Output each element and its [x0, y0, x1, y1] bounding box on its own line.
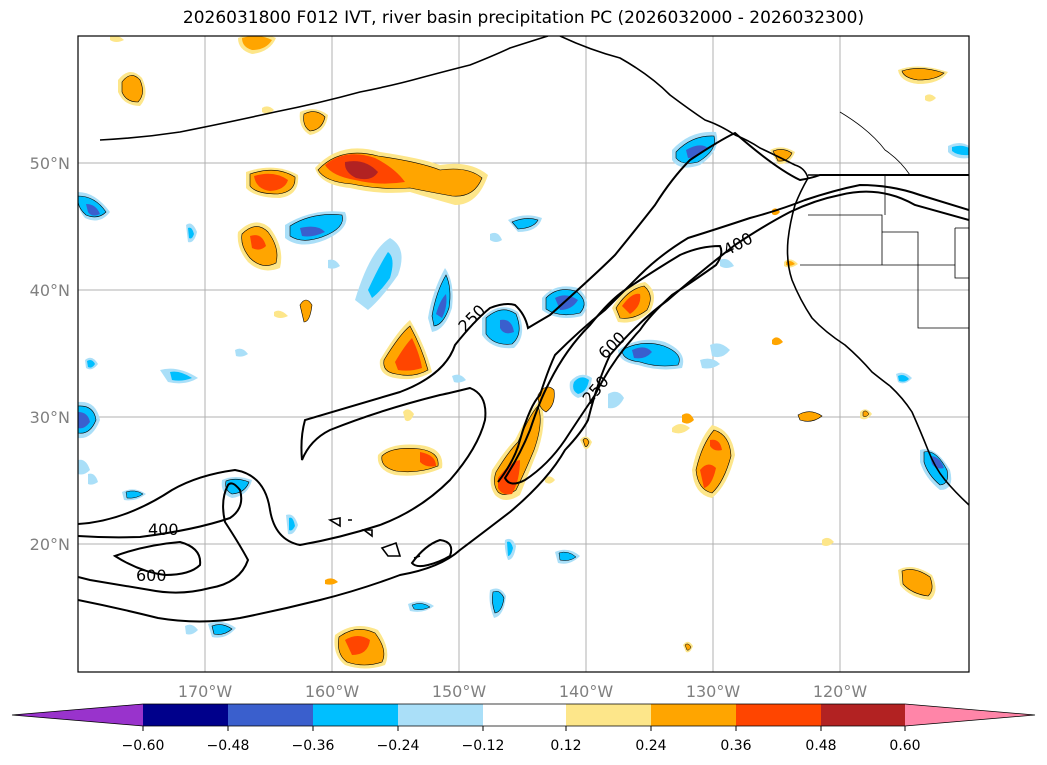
alaska-coast: [559, 36, 736, 136]
map-title: 2026031800 F012 IVT, river basin precipi…: [182, 8, 865, 28]
colorbar-tick-label: 0.48: [805, 738, 836, 754]
patch: [618, 339, 684, 370]
hawaii-islands: [327, 517, 421, 559]
ivt-contour-small: [410, 538, 453, 568]
patch: [482, 307, 523, 349]
patch: [299, 299, 313, 323]
lon-label: 170°W: [178, 682, 233, 701]
contour-label-400-b: 400: [720, 228, 756, 259]
contour-label-600-a: 600: [136, 566, 167, 585]
colorbar-tick-label: −0.24: [377, 738, 420, 754]
colorbar-bin: [313, 704, 398, 726]
patch: [237, 222, 282, 271]
colorbar-tick-label: 0.36: [720, 738, 751, 754]
lon-label: 140°W: [559, 682, 614, 701]
patch: [569, 374, 592, 398]
contour-label-400-a: 400: [148, 520, 179, 539]
positive-precip-patches: [110, 36, 948, 669]
colorbar-bin: [905, 704, 1035, 726]
lon-axis-labels: 170°W 160°W 150°W 140°W 130°W 120°W: [178, 682, 868, 701]
ivt-contour-600-b: [503, 244, 723, 485]
colorbar-tick-label: 0.24: [635, 738, 666, 754]
patch: [78, 143, 969, 638]
map-frame: [77, 35, 970, 673]
lon-label: 150°W: [432, 682, 487, 701]
patch: [612, 282, 654, 323]
lat-label: 30°N: [30, 408, 70, 427]
alaska-peninsula-coast: [99, 36, 549, 141]
ivt-contour-250-inner: [78, 190, 969, 623]
patch: [285, 211, 347, 245]
patch: [334, 626, 388, 669]
colorbar: [11, 703, 1036, 727]
patch: [118, 71, 146, 106]
patch: [920, 449, 952, 490]
baja-coast: [889, 385, 969, 506]
colorbar-bin: [143, 704, 228, 726]
colorbar-tick-label: −0.12: [462, 738, 505, 754]
patch: [428, 268, 453, 332]
colorbar-bin: [651, 704, 736, 726]
gridlines: [78, 36, 969, 672]
patch: [770, 147, 795, 165]
patch: [797, 411, 823, 422]
colorbar-tick-label: 0.60: [889, 738, 920, 754]
colorbar-bin: [228, 704, 313, 726]
lon-label: 120°W: [813, 682, 868, 701]
patch: [580, 436, 592, 450]
negative-precip-patches: [78, 131, 969, 638]
ivt-contour-400-b: [497, 183, 969, 483]
patch: [246, 167, 299, 198]
patch: [898, 66, 948, 84]
patch: [672, 413, 694, 434]
patch: [508, 215, 542, 232]
patch: [299, 109, 328, 135]
patch: [692, 425, 735, 498]
patch: [238, 36, 276, 54]
bc-coast: [734, 134, 809, 179]
colorbar-tick-label: 0.12: [550, 738, 581, 754]
patch: [110, 36, 936, 653]
lat-label: 20°N: [30, 535, 70, 554]
lon-label: 160°W: [305, 682, 360, 701]
ivt-contour-250-outer: [78, 131, 969, 547]
colorbar-bin: [736, 704, 821, 726]
coastlines: [99, 36, 969, 559]
colorbar-tick-label: −0.48: [207, 738, 250, 754]
colorbar-bin: [821, 704, 905, 726]
ivt-contour-400: [78, 482, 250, 594]
colorbar-bin: [483, 704, 566, 726]
patch: [489, 588, 506, 618]
state-borders: [800, 111, 969, 329]
colorbar-tick-label: −0.60: [122, 738, 165, 754]
patch: [315, 148, 488, 205]
lat-label: 50°N: [30, 154, 70, 173]
us-west-coast: [786, 177, 891, 387]
patch: [672, 131, 718, 168]
colorbar-ticks: −0.60 −0.48 −0.36 −0.24 −0.12 0.12 0.24 0.36 0.4…: [122, 726, 921, 754]
patch: [379, 320, 432, 380]
lat-axis-labels: 50°N 40°N 30°N 20°N: [30, 154, 70, 554]
ivt-contour-600: [112, 540, 202, 577]
patch: [898, 566, 936, 600]
patch: [355, 238, 402, 310]
map-area: [78, 36, 969, 672]
patch: [78, 192, 110, 221]
colorbar-tick-label: −0.36: [292, 738, 335, 754]
colorbar-bin: [398, 704, 483, 726]
lat-label: 40°N: [30, 281, 70, 300]
patch: [78, 401, 100, 439]
patch: [377, 444, 443, 476]
colorbar-bin: [12, 704, 143, 726]
ivt-contours: [78, 131, 969, 623]
colorbar-bin: [566, 704, 651, 726]
lon-label: 130°W: [686, 682, 741, 701]
